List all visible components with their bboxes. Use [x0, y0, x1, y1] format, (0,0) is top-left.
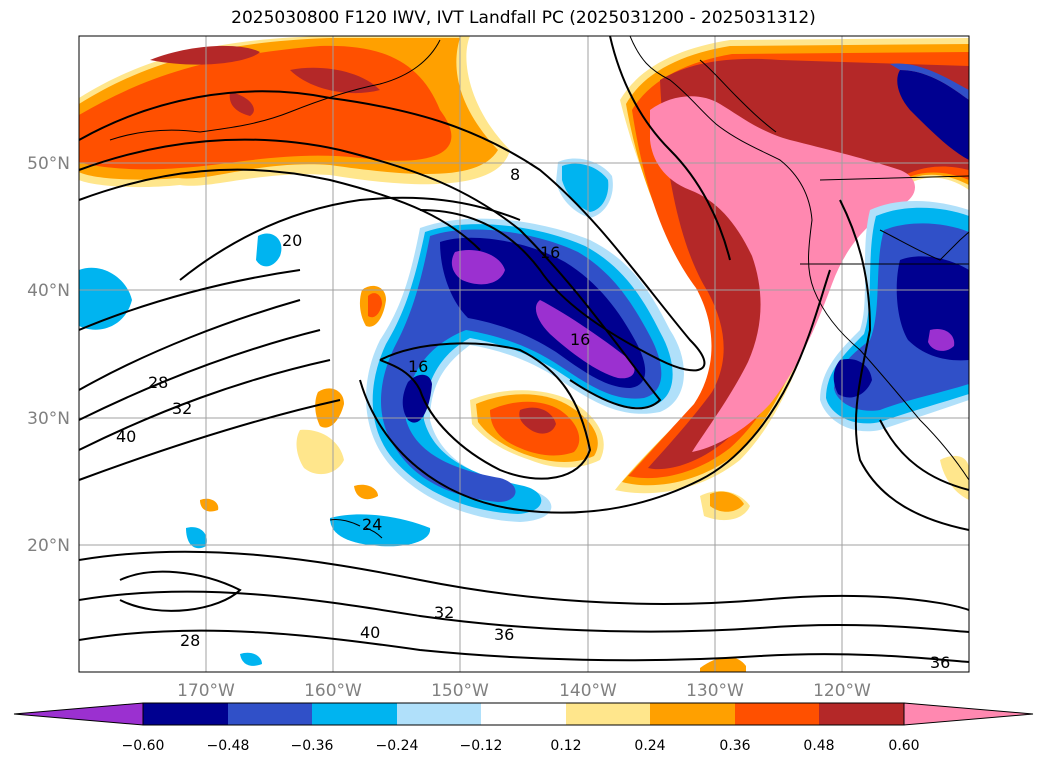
contour-label: 40	[116, 427, 136, 446]
lon-label: 150°W	[431, 681, 489, 701]
shade-small-13	[200, 498, 219, 512]
shade-small-7	[330, 514, 431, 547]
contour-label: 36	[930, 653, 950, 672]
colorbar-tick: 0.24	[634, 738, 665, 754]
shade-small-14	[354, 484, 378, 500]
shade-small-12	[240, 652, 262, 666]
shade-center-purple	[451, 250, 635, 379]
colorbar-tick: −0.48	[207, 738, 250, 754]
colorbar-tick: 0.48	[803, 738, 834, 754]
shade-ne-navy	[897, 70, 969, 160]
contour-label: 20	[282, 231, 302, 250]
lon-label: 170°W	[177, 681, 235, 701]
contour-label: 8	[510, 165, 520, 184]
lon-label: 140°W	[559, 681, 617, 701]
shade-small-1r	[368, 293, 382, 318]
contour-label: 16	[570, 330, 590, 349]
colorbar-segment	[397, 703, 481, 725]
contour-label: 24	[362, 515, 382, 534]
colorbar-tick: 0.60	[888, 738, 919, 754]
contour-label: 40	[360, 623, 380, 642]
lon-label: 160°W	[304, 681, 362, 701]
latitude-labels: 50°N 40°N 30°N 20°N	[27, 154, 70, 556]
shade-small-3	[296, 429, 344, 475]
colorbar-extend-left	[13, 702, 144, 726]
colorbar-frame	[142, 702, 905, 726]
contour-label: 16	[540, 243, 560, 262]
colorbar-segment	[143, 703, 228, 725]
colorbar-segment	[650, 703, 735, 725]
contour-labels: 8 16 16 20 28 32 40 24 32 36 28 40 36 16	[116, 165, 950, 672]
colorbar-tick: −0.60	[122, 738, 165, 754]
contour-label: 32	[434, 603, 454, 622]
contour-label: 32	[172, 399, 192, 418]
shade-east-navy	[833, 256, 969, 398]
shade-south-dark	[519, 407, 556, 434]
colorbar-segment	[481, 703, 566, 725]
contour-label: 36	[494, 625, 514, 644]
contour-label: 28	[180, 631, 200, 650]
contour-label: 28	[148, 373, 168, 392]
shade-east-purple	[928, 328, 955, 351]
lon-label: 130°W	[686, 681, 744, 701]
colorbar-segment	[228, 703, 312, 725]
colorbar-tick: −0.36	[291, 738, 334, 754]
lon-label: 120°W	[813, 681, 871, 701]
colorbar-segment	[819, 703, 904, 725]
shade-small-6	[186, 527, 207, 549]
shade-center-navy	[402, 237, 646, 423]
colorbar-tick: 0.36	[719, 738, 750, 754]
shaded-fields	[79, 36, 969, 672]
longitude-labels: 170°W 160°W 150°W 140°W 130°W 120°W	[177, 681, 871, 701]
lat-label: 30°N	[27, 409, 70, 429]
shade-ne-blue	[890, 63, 969, 100]
iwv-contours	[79, 36, 969, 663]
shade-ar-pink	[650, 96, 915, 453]
colorbar-extend-right	[903, 702, 1034, 726]
colorbar-segment	[735, 703, 819, 725]
lat-label: 20°N	[27, 536, 70, 556]
shade-small-9	[710, 491, 744, 512]
colorbar: −0.60 −0.48 −0.36 −0.24 −0.12 0.12 0.24 …	[13, 702, 1034, 754]
lat-label: 40°N	[27, 281, 70, 301]
shade-nw-dark	[150, 45, 380, 116]
colorbar-segment	[566, 703, 650, 725]
contour-label: 16	[408, 357, 428, 376]
chart-title: 2025030800 F120 IWV, IVT Landfall PC (20…	[231, 8, 816, 28]
shade-small-4	[256, 233, 282, 267]
colorbar-segment	[312, 703, 397, 725]
colorbar-tick: −0.24	[376, 738, 419, 754]
graticule	[79, 36, 969, 672]
map-frame	[78, 35, 970, 673]
map-panel	[79, 36, 969, 672]
coastlines	[109, 36, 969, 539]
shade-small-10	[700, 657, 746, 672]
colorbar-tick: 0.12	[550, 738, 581, 754]
lat-label: 50°N	[27, 154, 70, 174]
colorbar-tick: −0.12	[460, 738, 503, 754]
